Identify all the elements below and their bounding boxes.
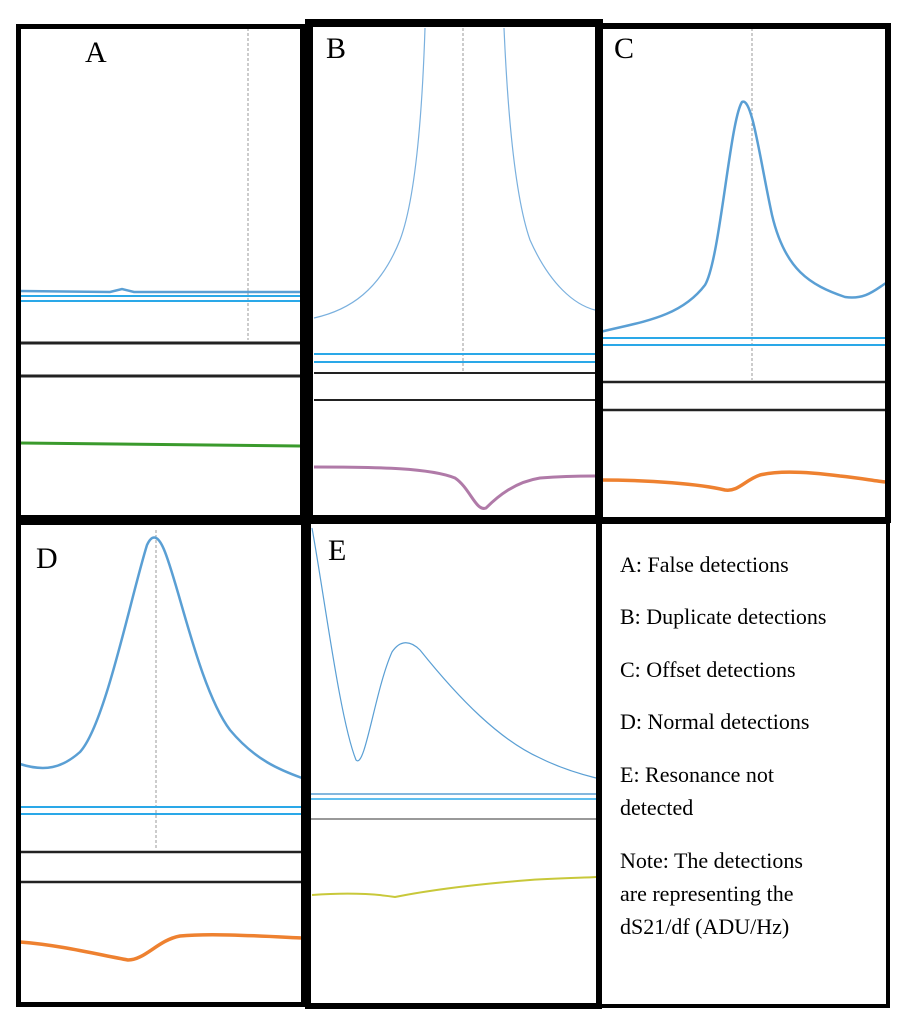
panel-a-signal-curve (19, 287, 300, 294)
frame-panel-a (16, 24, 305, 520)
legend-note-line-3: dS21/df (ADU/Hz) (620, 914, 789, 939)
panel-frames (16, 19, 891, 1009)
legend-line-duplicate: B: Duplicate detections (620, 604, 827, 629)
panel-e-derivative-curve (311, 876, 597, 899)
panel-c-derivative-curve (599, 470, 887, 492)
legend: A: False detections B: Duplicate detecti… (620, 552, 827, 939)
panel-d: D (19, 530, 303, 962)
panel-a: A (19, 28, 301, 448)
frame-panel-e (305, 518, 602, 1009)
legend-note-line-2: are representing the (620, 881, 793, 906)
panel-a-letter: A (85, 36, 107, 69)
panel-b: B (313, 27, 596, 510)
panel-d-letter: D (36, 542, 58, 575)
panel-d-signal-curve (19, 536, 303, 780)
panel-c-letter: C (614, 32, 634, 65)
legend-line-not-detected: E: Resonance not (620, 762, 774, 787)
frame-panel-d (16, 520, 306, 1007)
frame-legend (596, 520, 890, 1008)
panel-c-signal-curve (599, 100, 887, 334)
panel-e: E (310, 527, 597, 899)
frame-panel-b (305, 19, 603, 523)
panel-d-derivative-curve (19, 932, 303, 962)
panel-c: C (599, 28, 887, 492)
legend-line-not-detected-cont: detected (620, 795, 693, 820)
legend-line-normal: D: Normal detections (620, 709, 809, 734)
panel-a-derivative-curve (19, 441, 301, 448)
panel-b-signal-curve (313, 27, 596, 319)
legend-line-false: A: False detections (620, 552, 789, 577)
panel-e-letter: E (328, 534, 346, 567)
panel-b-letter: B (326, 32, 346, 65)
panel-e-signal-curve (311, 527, 597, 779)
legend-line-offset: C: Offset detections (620, 657, 796, 682)
frame-panel-c (595, 23, 891, 523)
legend-note-line-1: Note: The detections (620, 848, 803, 873)
panel-b-derivative-curve (313, 465, 596, 510)
